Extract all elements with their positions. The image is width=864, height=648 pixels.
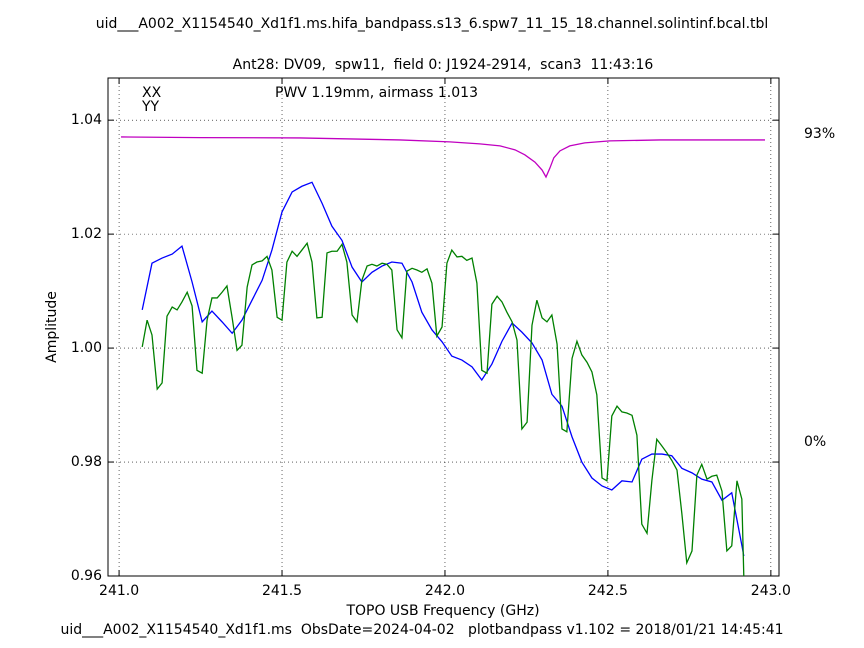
y-tick-label: 0.96	[71, 568, 102, 584]
series-line	[141, 241, 745, 577]
y-axis-label: Amplitude	[44, 291, 60, 363]
plot-frame	[107, 77, 780, 577]
x-tick-label: 241.0	[99, 583, 139, 599]
x-tick-label: 242.5	[588, 583, 628, 599]
series-line	[141, 181, 745, 557]
y2-tick-label: 93%	[804, 126, 835, 142]
footer: uid___A002_X1154540_Xd1f1.ms ObsDate=202…	[60, 622, 783, 638]
legend-entry: XX	[142, 85, 162, 101]
y-tick-label: 0.98	[71, 454, 102, 470]
legend-entry: YY	[141, 99, 160, 115]
chart-subtitle: Ant28: DV09, spw11, field 0: J1924-2914,…	[233, 57, 654, 73]
series-line	[121, 136, 765, 179]
y-tick-label: 1.00	[71, 340, 102, 356]
y2-tick-label: 0%	[804, 434, 826, 450]
x-tick-label: 241.5	[262, 583, 302, 599]
x-tick-label: 243.0	[751, 583, 791, 599]
y-tick-label: 1.04	[71, 112, 102, 128]
x-tick-label: 242.0	[425, 583, 465, 599]
annotation: PWV 1.19mm, airmass 1.013	[275, 85, 478, 101]
y-tick-label: 1.02	[71, 226, 102, 242]
chart-title: uid___A002_X1154540_Xd1f1.ms.hifa_bandpa…	[96, 16, 769, 32]
x-axis-label: TOPO USB Frequency (GHz)	[345, 603, 539, 619]
